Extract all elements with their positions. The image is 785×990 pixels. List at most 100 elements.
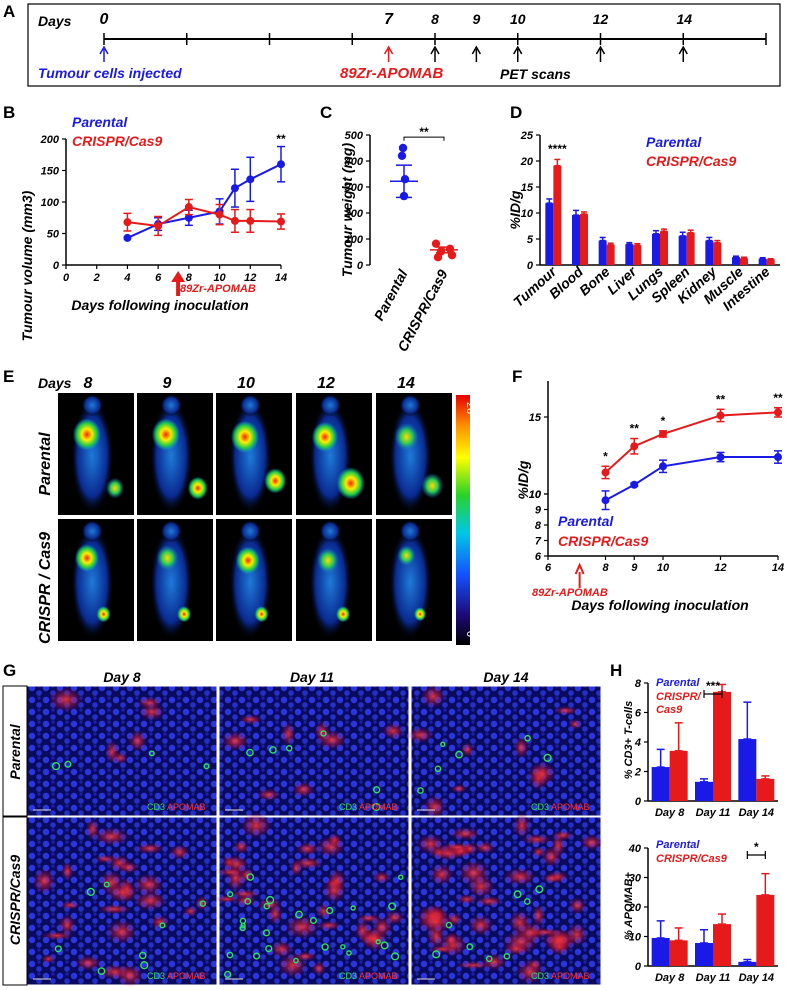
f-point-0 [716,453,725,462]
d-ytick-label: 20 [520,156,534,168]
injection-label: Tumour cells injected [38,65,182,81]
c-ytick-label: 400 [344,156,364,168]
pet-mouse-body [149,525,193,640]
f-significance: ** [773,391,783,405]
ylabel-b: Tumour volume (mm3) [19,190,35,341]
ylabel-d: %ID/g [507,190,523,229]
b-tracer-arrowhead [171,271,186,282]
h2-bar-0 [738,961,757,966]
tumour-volume-chart: 0 50 100 150 200 0 2 4 6 8 10 12 14 ** [40,132,287,296]
pet-row-crispr: CRISPR / Cas9 [37,532,54,644]
legend-crispr-h1b: Cas9 [656,704,683,716]
timeline-ticks [103,33,767,45]
micro-apomab-signal [48,686,83,713]
micro-cd3-cell [226,951,234,959]
micro-apomab-signal [169,844,190,860]
pet-mouse-body [149,399,193,514]
f-xtick-label: 9 [631,562,638,574]
ylabel-h1: % CD3+ T-cells [623,701,635,780]
micro-apomab-signal [460,742,475,757]
micro-cd3-cell [503,952,511,960]
b-ytick-label: 50 [47,229,60,241]
d-bar-1 [713,242,722,265]
legend-parental-d: Parental [646,134,702,150]
timeline-day-8: 8 [431,11,439,27]
micro-apomab-signal [474,841,496,854]
pet-mouse-body [388,399,432,514]
micro-cd3-cell [64,760,72,768]
b-xtick-label: 10 [213,272,226,284]
f-tracer-arrowhead [574,562,585,575]
micro-apomab-signal [513,736,529,759]
micro-apomab-signal [221,731,250,751]
micro-apomab-signal [105,881,139,903]
micro-cd3-cell [159,922,166,929]
b-point-0 [123,233,132,242]
micro-apomab-signal [93,827,130,846]
micro-cd3-cell [455,750,463,759]
timeline-arrow-head [99,45,109,55]
b-point-0 [184,213,193,222]
micro-apomab-signal [293,951,317,962]
c-point-1 [433,253,443,262]
pet-mouse-body [70,525,114,640]
micro-apomab-signal [450,784,468,794]
micro-cd3-cell [138,951,147,960]
micro-apomab-signal [239,867,254,883]
pet-mouse-head [81,394,103,417]
micro-apomab-signal [269,940,293,958]
micro-cd3-cell [373,786,381,794]
pet-scans-label: PET scans [500,66,571,82]
timeline-day-14: 14 [676,11,692,27]
legend-parental-b: Parental [72,114,128,130]
pet-uptake-spot [187,476,208,500]
f-xtick-label: 8 [602,562,609,574]
f-xtick-label: 10 [657,562,670,574]
micro-apomab-signal [372,871,391,884]
timeline-arrow-head [383,45,394,55]
b-series-line-1 [127,205,282,227]
f-point-0 [774,453,782,462]
legend-crispr-b: CRISPR/Cas9 [72,133,162,149]
d-ytick-label: 15 [521,182,534,194]
h2-category-label: Day 8 [655,972,685,984]
micro-apomab-signal [553,706,578,716]
micro-stain-cd3: CD3 [339,971,357,981]
d-significance: **** [548,142,567,156]
h1-bar-0 [651,767,670,801]
micro-cd3-cell [466,943,474,951]
micro-day-11: Day 11 [290,669,334,685]
micro-apomab-signal [256,788,281,801]
c-point-1 [431,239,441,248]
micro-day-14: Day 14 [483,669,528,685]
micro-apomab-signal [133,873,164,896]
timeline-arrow-head [471,45,482,55]
micro-apomab-signal [503,942,529,956]
c-significance: ** [419,125,429,139]
pet-day-label: 8 [84,375,93,392]
micro-tile [410,685,602,817]
pet-mouse-head [319,520,341,543]
d-bar-1 [553,165,562,265]
micro-stain-cd3: CD3 [339,802,357,812]
b-point-1 [230,216,239,225]
micro-apomab-signal [32,868,56,895]
pet-mouse-head [160,520,182,543]
h1-category-label: Day 14 [739,807,774,819]
micro-apomab-signal [116,964,144,987]
timeline-arrow-head [595,45,606,55]
micro-cd3-cell [262,929,271,937]
micro-apomab-signal [467,874,495,899]
micro-apomab-signal [579,834,604,851]
pet-mouse-body [70,399,114,514]
micro-apomab-signal [239,714,263,725]
f-xtick-label: 14 [772,562,784,574]
micro-apomab-signal [531,846,546,858]
micro-apomab-signal [407,727,434,743]
micro-apomab-signal [74,955,102,971]
micro-row-frame-parental [2,685,28,817]
pet-uptake-spot [230,420,259,454]
legend-crispr-d: CRISPR/Cas9 [646,153,736,169]
micro-stain-cd3: CD3 [147,802,165,812]
micro-apomab-signal [317,920,341,931]
